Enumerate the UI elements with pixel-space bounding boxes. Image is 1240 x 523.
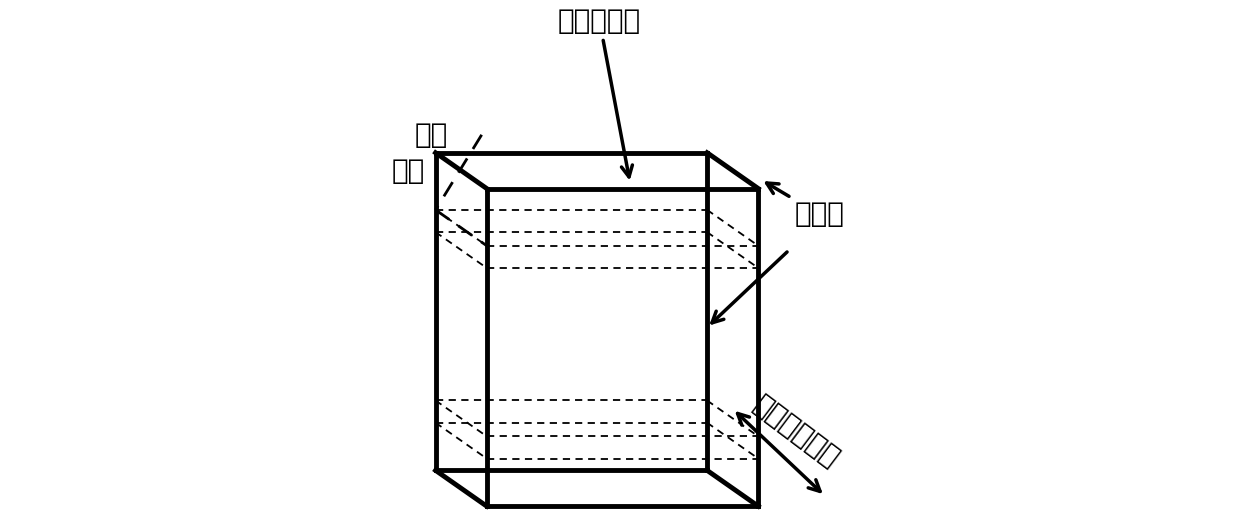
Text: 碳化面: 碳化面 — [766, 183, 844, 228]
Text: 交线: 交线 — [392, 157, 425, 185]
Text: 一维碳化方向: 一维碳化方向 — [749, 391, 844, 473]
Text: 中心: 中心 — [415, 121, 449, 149]
Text: 上非碳化面: 上非碳化面 — [558, 7, 641, 177]
